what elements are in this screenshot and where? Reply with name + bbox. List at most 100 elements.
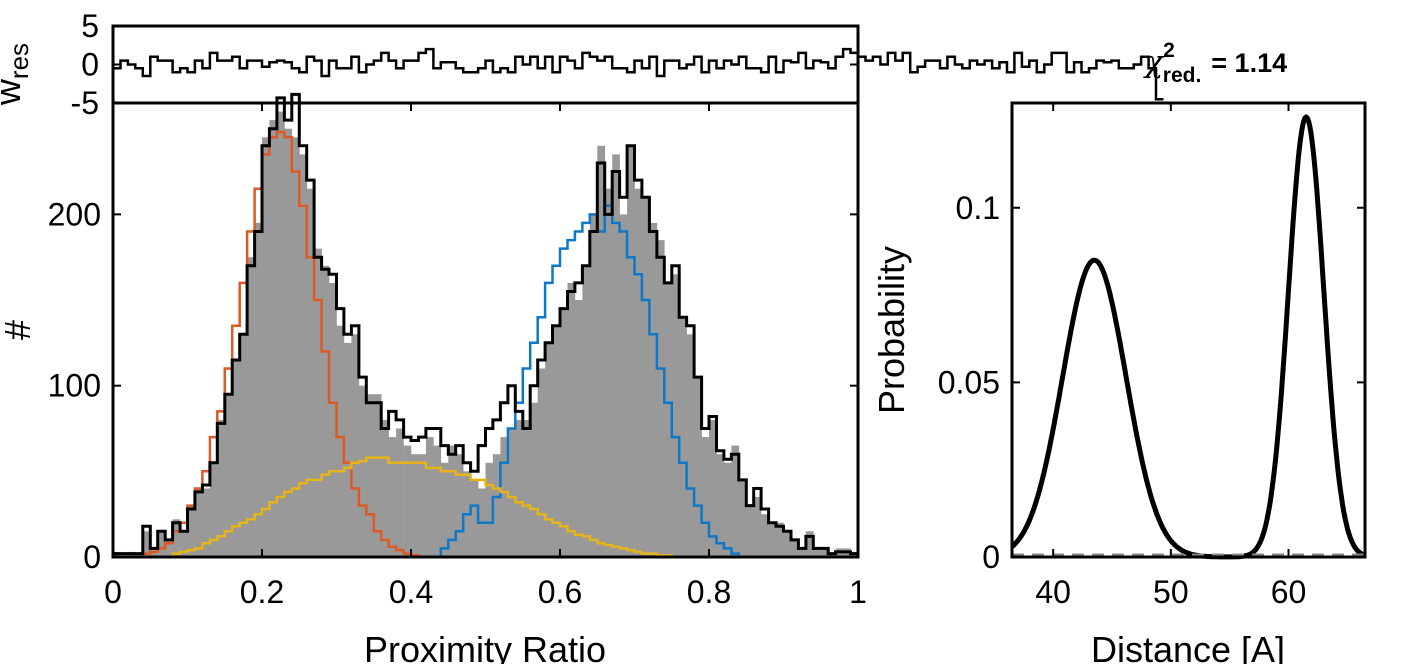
histogram-bar bbox=[135, 553, 144, 557]
histogram-bar bbox=[388, 437, 397, 557]
histogram-bar bbox=[753, 497, 762, 557]
distance-y-label: Probability bbox=[871, 246, 912, 414]
histogram-bar bbox=[314, 248, 322, 557]
histogram-bar bbox=[120, 553, 129, 557]
histogram-bar bbox=[627, 145, 635, 558]
histogram-bar bbox=[805, 531, 814, 557]
distance-y-tick-label: 0.1 bbox=[956, 190, 1000, 226]
distance-y-tick-label: 0.05 bbox=[938, 364, 1000, 400]
histogram-bar bbox=[731, 445, 740, 557]
histogram-bar bbox=[768, 522, 777, 557]
histogram-bar bbox=[224, 394, 233, 557]
histogram-bar bbox=[373, 394, 382, 557]
chi-superscript: 2 bbox=[1163, 39, 1175, 62]
residuals-plot-area bbox=[113, 47, 1164, 101]
histogram-bar bbox=[664, 282, 673, 557]
histogram-axes-box bbox=[111, 101, 860, 559]
histogram-bar bbox=[552, 325, 561, 557]
histogram-bar bbox=[321, 265, 330, 557]
histogram-bar bbox=[172, 519, 181, 557]
histogram-bar bbox=[492, 454, 501, 557]
histogram-x-label: Proximity Ratio bbox=[364, 629, 606, 664]
histogram-bar bbox=[709, 419, 717, 557]
histogram-bar bbox=[723, 462, 732, 557]
residuals-y-tick-label: 5 bbox=[81, 8, 99, 44]
distance-x-tick-label: 40 bbox=[1035, 574, 1071, 610]
residuals-y-ticks: -505 bbox=[71, 8, 858, 121]
histogram-bar bbox=[545, 342, 553, 557]
histogram-bar bbox=[828, 553, 836, 557]
histogram-bar bbox=[537, 368, 546, 557]
distance-y-tick-label: 0 bbox=[982, 539, 1000, 575]
distance-plot-area bbox=[1010, 114, 1367, 560]
histogram-bar bbox=[820, 548, 829, 557]
histogram-bar bbox=[761, 514, 769, 557]
histogram-bar bbox=[187, 505, 196, 557]
histogram-x-tick-label: 0.4 bbox=[389, 574, 433, 610]
chi-square-title: χ2 red. = 1.14 bbox=[1143, 39, 1287, 87]
histogram-bar bbox=[507, 428, 516, 557]
histogram-bar bbox=[582, 265, 591, 557]
histogram-bar bbox=[813, 548, 821, 557]
residuals-y-label: wres bbox=[0, 43, 34, 106]
histogram-bar bbox=[262, 137, 270, 558]
chi-value: = 1.14 bbox=[1211, 48, 1287, 78]
histogram-bar bbox=[366, 394, 374, 557]
histogram-bar bbox=[336, 325, 345, 557]
histogram-bar bbox=[671, 274, 680, 557]
histogram-bar bbox=[351, 334, 360, 557]
histogram-bar bbox=[619, 214, 628, 557]
histogram-bar bbox=[791, 539, 799, 557]
histogram-bar bbox=[209, 462, 218, 557]
histogram-bar bbox=[381, 419, 389, 557]
histogram-bar bbox=[202, 488, 211, 557]
histogram-bar bbox=[679, 317, 687, 557]
histogram-bar bbox=[716, 454, 725, 557]
histogram-x-tick-label: 0 bbox=[104, 574, 122, 610]
histogram-ticks: 0 0.2 0.4 0.6 0.8 1 0 100 200 bbox=[48, 103, 867, 610]
histogram-bar bbox=[656, 240, 665, 557]
histogram-bar bbox=[180, 531, 188, 557]
histogram-bar bbox=[485, 462, 494, 557]
histogram-bar bbox=[403, 445, 412, 557]
histogram-bar bbox=[254, 222, 263, 557]
histogram-bar bbox=[560, 308, 568, 557]
histogram-x-tick-label: 1 bbox=[849, 574, 867, 610]
histogram-bar bbox=[358, 385, 367, 557]
histogram-bar bbox=[612, 154, 620, 557]
histogram-y-label: # bbox=[0, 320, 38, 340]
histogram-bar bbox=[418, 454, 427, 557]
histogram-bar bbox=[247, 257, 255, 557]
histogram-bar bbox=[232, 360, 240, 557]
chi-subscript: red. bbox=[1163, 64, 1202, 87]
histogram-bar bbox=[329, 282, 337, 557]
histogram-bar bbox=[686, 334, 695, 557]
histogram-bar bbox=[515, 419, 524, 557]
residuals-y-tick-label: 0 bbox=[81, 47, 99, 83]
residuals-y-label-sub: res bbox=[4, 43, 34, 79]
histogram-bar bbox=[634, 188, 643, 557]
histogram-y-tick-label: 200 bbox=[48, 196, 101, 232]
histogram-panel: 0 0.2 0.4 0.6 0.8 1 0 100 200 Proximity Ratio # bbox=[0, 92, 867, 664]
histogram-bar bbox=[574, 300, 583, 557]
histogram-bar bbox=[239, 334, 248, 557]
histogram-bar bbox=[470, 479, 479, 557]
histogram-bar bbox=[567, 282, 576, 557]
residuals-y-tick-label: -5 bbox=[71, 85, 99, 121]
histogram-bar bbox=[343, 342, 352, 557]
histogram-bar bbox=[165, 539, 173, 557]
distance-x-tick-label: 60 bbox=[1271, 574, 1307, 610]
histogram-bar bbox=[776, 522, 784, 557]
histogram-bar bbox=[217, 419, 225, 557]
histogram-bar bbox=[589, 214, 598, 557]
distance-x-tick-label: 50 bbox=[1153, 574, 1189, 610]
histogram-x-tick-label: 0.2 bbox=[240, 574, 284, 610]
histogram-bar bbox=[269, 120, 278, 557]
distance-distribution-line bbox=[1010, 114, 1367, 560]
histogram-bar bbox=[597, 145, 606, 558]
histogram-bar bbox=[798, 548, 807, 557]
histogram-x-tick-label: 0.6 bbox=[538, 574, 582, 610]
histogram-y-tick-label: 0 bbox=[83, 539, 101, 575]
histogram-bar bbox=[306, 188, 315, 557]
